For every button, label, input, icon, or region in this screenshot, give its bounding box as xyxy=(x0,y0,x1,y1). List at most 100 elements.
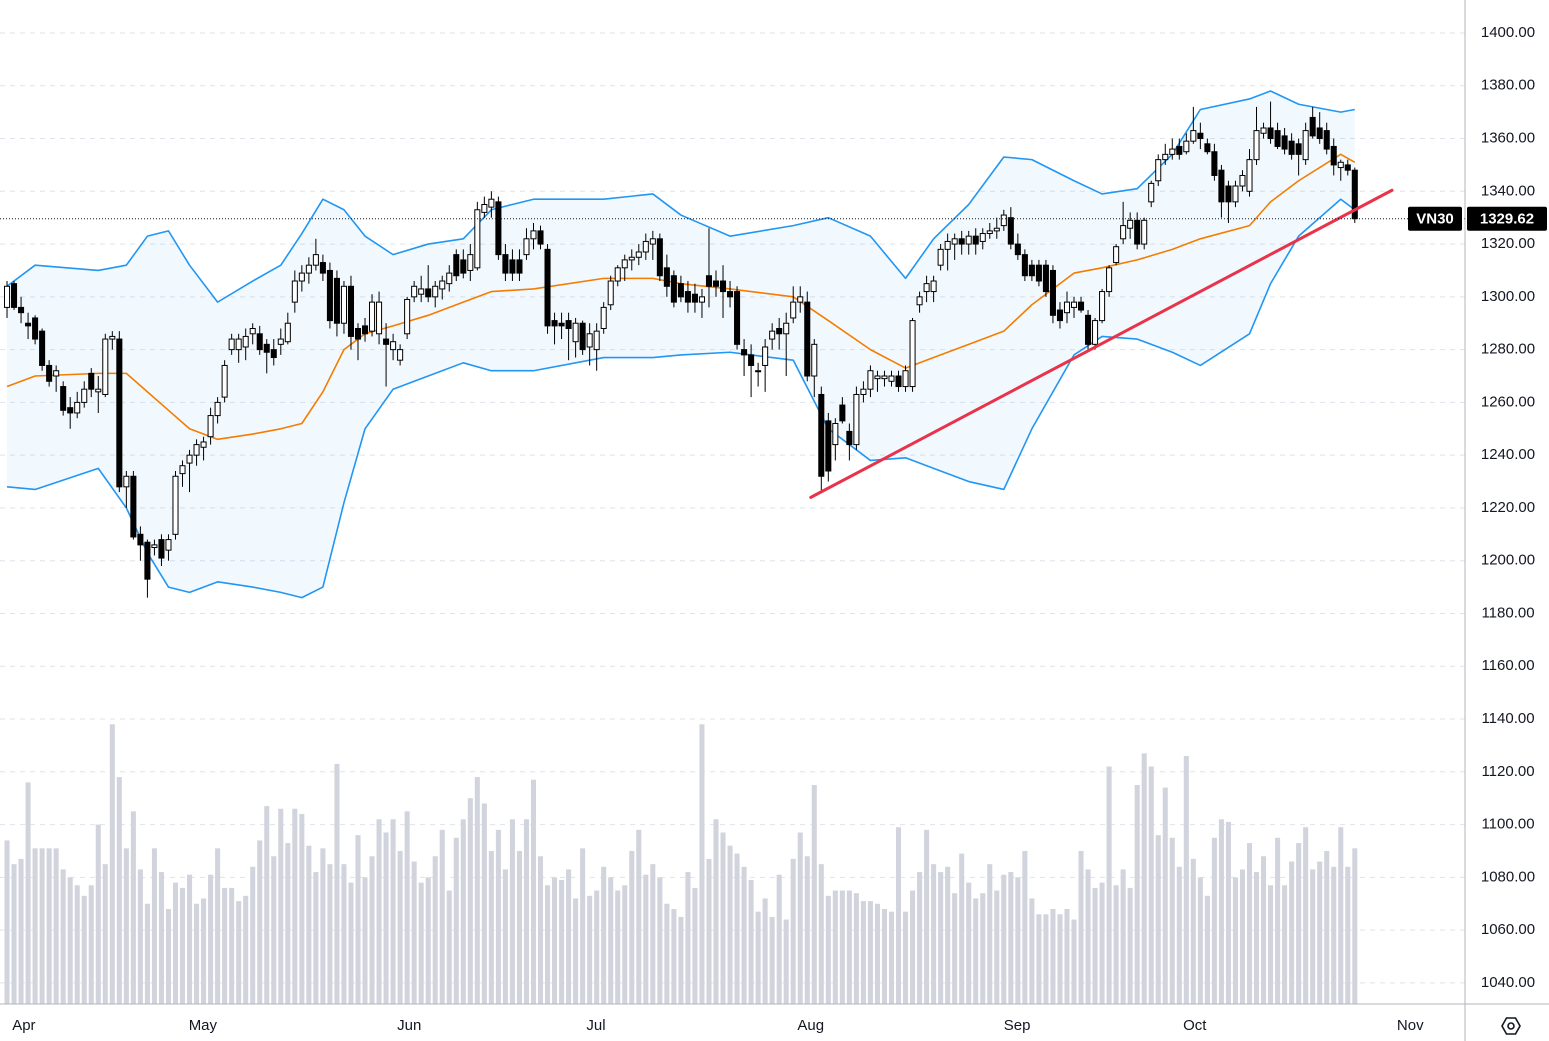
band-lower xyxy=(6,198,1356,599)
candle-body xyxy=(347,285,355,337)
volume-bar xyxy=(994,890,1000,1004)
volume-bar xyxy=(1043,914,1049,1004)
candle-body xyxy=(804,301,811,377)
volume-bar xyxy=(172,882,179,1004)
volume-bar xyxy=(1050,909,1056,1004)
candle-body xyxy=(790,301,797,319)
volume-bar xyxy=(1169,837,1175,1004)
volume-bar xyxy=(383,832,389,1004)
volume-bar xyxy=(566,869,572,1004)
x-tick-label: Oct xyxy=(1183,1017,1207,1034)
candle-body xyxy=(1295,143,1302,155)
candle-body xyxy=(109,335,116,340)
volume-bar xyxy=(537,856,544,1004)
volume-bar xyxy=(1008,872,1014,1004)
candle-body xyxy=(762,346,769,366)
volume-bar xyxy=(601,866,607,1004)
candle-body xyxy=(656,238,663,277)
volume-bar xyxy=(74,885,80,1004)
volume-bar xyxy=(1331,866,1337,1004)
volume-bar xyxy=(432,856,438,1004)
candle-body xyxy=(1267,127,1274,140)
y-tick-label: 1380.00 xyxy=(1481,77,1535,94)
volume-bar xyxy=(467,798,473,1004)
candle-body xyxy=(1323,130,1330,150)
volume-bar xyxy=(397,850,403,1004)
candle-body xyxy=(158,539,165,559)
volume-bar xyxy=(39,848,45,1004)
candle-body xyxy=(263,343,270,353)
volume-bar xyxy=(1064,909,1070,1004)
volume-bar xyxy=(320,848,326,1004)
candle-body xyxy=(748,354,755,366)
candle-body xyxy=(207,415,214,438)
volume-bar xyxy=(1029,898,1035,1004)
volume-bar xyxy=(460,819,466,1004)
candle-body xyxy=(558,322,565,327)
volume-bar xyxy=(341,864,347,1004)
volume-bar xyxy=(425,877,431,1004)
candle-body xyxy=(256,333,263,351)
candle-body xyxy=(551,320,558,327)
candle-body xyxy=(712,280,720,287)
candle-body xyxy=(565,320,572,330)
volume-bar xyxy=(81,895,87,1004)
volume-bar xyxy=(481,803,487,1004)
candle-body xyxy=(909,320,916,388)
y-tick-label: 1280.00 xyxy=(1481,341,1535,358)
candle-body xyxy=(277,338,284,345)
y-tick-label: 1200.00 xyxy=(1481,552,1535,569)
candle-body xyxy=(670,275,677,303)
x-tick-label: May xyxy=(189,1017,218,1034)
candle-body xyxy=(1092,320,1099,345)
volume-bar xyxy=(1190,858,1196,1004)
candle-body xyxy=(1120,225,1127,240)
volume-bar xyxy=(53,848,59,1004)
candle-body xyxy=(1021,254,1028,277)
volume-bar xyxy=(741,866,747,1004)
volume-bar xyxy=(811,784,817,1004)
volume-bar xyxy=(1113,885,1119,1004)
volume-bar xyxy=(495,829,501,1004)
y-tick-label: 1120.00 xyxy=(1481,763,1534,780)
volume-bar xyxy=(1261,856,1267,1004)
volume-bar xyxy=(362,877,368,1004)
candle-body xyxy=(600,306,607,330)
y-tick-label: 1160.00 xyxy=(1481,657,1534,674)
candle-body xyxy=(474,209,481,269)
candle-body xyxy=(397,349,404,361)
volume-bar xyxy=(376,819,382,1004)
volume-bar xyxy=(987,864,993,1004)
candle-body xyxy=(1330,145,1337,166)
volume-bar xyxy=(151,848,157,1004)
volume-bar xyxy=(4,840,10,1004)
volume-bar xyxy=(390,819,396,1004)
candle-body xyxy=(1014,243,1021,256)
candle-body xyxy=(993,227,1000,232)
x-tick-label: Apr xyxy=(12,1017,35,1034)
volume-bar xyxy=(60,869,66,1004)
trendline xyxy=(809,188,1394,499)
candle-body xyxy=(1281,135,1288,150)
candle-body xyxy=(1077,301,1085,311)
candle-body xyxy=(383,338,390,345)
volume-bar xyxy=(1246,843,1253,1004)
settings-icon[interactable] xyxy=(1501,1017,1521,1035)
volume-bar xyxy=(306,845,312,1004)
candle-body xyxy=(691,293,698,303)
volume-bar xyxy=(446,890,452,1004)
candle-body xyxy=(965,235,972,245)
volume-bar xyxy=(762,898,768,1004)
volume-bar xyxy=(860,901,866,1004)
candle-body xyxy=(705,275,713,287)
x-tick-label: Aug xyxy=(797,1017,824,1034)
candle-body xyxy=(1302,130,1309,161)
candle-body xyxy=(1141,219,1148,245)
candle-body xyxy=(642,240,649,253)
candle-body xyxy=(1225,185,1232,203)
candle-body xyxy=(376,301,383,335)
candle-body xyxy=(67,407,74,414)
candle-body xyxy=(200,441,207,448)
candle-body xyxy=(1197,132,1204,140)
candle-body xyxy=(895,375,902,388)
